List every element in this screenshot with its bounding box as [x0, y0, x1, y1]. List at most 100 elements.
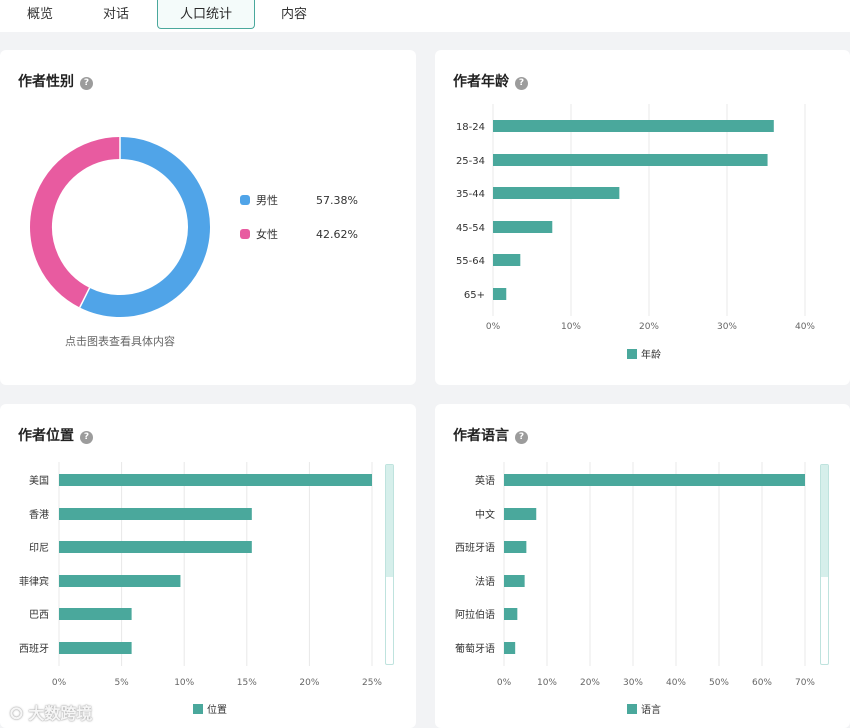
bar-5[interactable] [504, 642, 516, 654]
bar-3[interactable] [493, 221, 553, 233]
x-tick-label: 10% [174, 678, 194, 688]
donut-slice-0[interactable] [79, 137, 210, 317]
age-card-title: 作者年龄? [453, 71, 528, 91]
y-category-label: 美国 [29, 474, 49, 487]
legend-male-label: 男性 [256, 194, 278, 207]
y-category-label: 18-24 [456, 122, 485, 133]
tab-overview[interactable]: 概览 [26, 7, 53, 22]
bar-2[interactable] [493, 187, 620, 199]
y-category-label: 25-34 [456, 156, 485, 167]
y-category-label: 巴西 [29, 609, 49, 621]
donut-slice-1[interactable] [30, 137, 121, 308]
x-tick-label: 30% [717, 322, 737, 332]
age-card: 作者年龄? 0% 10% 20% 30% 40% 18-24 25-34 35-44 45-54… [435, 50, 850, 385]
male-color-icon [240, 195, 250, 205]
gender-card: 作者性别? 男性 57.38% 女性 42.62% 点击图表查看具体内容 [0, 50, 416, 385]
bar-2[interactable] [504, 541, 527, 553]
legend-male[interactable]: 男性 57.38% [240, 193, 358, 209]
bar-5[interactable] [493, 288, 507, 300]
x-tick-label: 15% [237, 678, 257, 688]
y-category-label: 菲律宾 [19, 575, 49, 588]
y-category-label: 65+ [464, 290, 485, 301]
language-legend[interactable]: 语言 [627, 701, 661, 716]
language-scrollbar-thumb[interactable] [821, 465, 828, 577]
bar-3[interactable] [504, 575, 525, 587]
bar-3[interactable] [59, 575, 181, 587]
bar-1[interactable] [59, 508, 252, 520]
female-color-icon [240, 229, 250, 239]
x-tick-label: 40% [666, 678, 686, 688]
language-card: 作者语言? 0% 10% 20% 30% 40% 50% 60% 70% 英语 中文 西班牙语 法语阿… [435, 404, 850, 728]
y-category-label: 英语 [475, 474, 495, 487]
tab-bar: 概览 对话 人口统计 内容 [0, 0, 850, 32]
chart-hint: 点击图表查看具体内容 [65, 335, 175, 348]
donut-separator-1 [79, 287, 91, 308]
language-title-text: 作者语言 [453, 428, 509, 444]
location-card: 作者位置? 0% 5% 10% 15% 20% 25% 美国 香港 印尼 菲律宾 巴西 西班牙 位置 [0, 404, 416, 728]
x-tick-label: 0% [497, 678, 512, 688]
age-legend-label: 年龄 [641, 350, 661, 361]
y-category-label: 55-64 [456, 256, 485, 267]
tab-demographics[interactable]: 人口统计 [157, 0, 255, 29]
help-icon[interactable]: ? [80, 77, 93, 90]
x-tick-label: 0% [52, 678, 67, 688]
age-bar-chart[interactable]: 0% 10% 20% 30% 40% 18-24 25-34 35-44 45-54 55-64 6… [435, 50, 850, 350]
x-tick-label: 50% [709, 678, 729, 688]
bar-4[interactable] [59, 608, 132, 620]
legend-swatch-icon [627, 704, 637, 714]
tab-content[interactable]: 内容 [280, 7, 307, 22]
location-card-title: 作者位置? [18, 425, 93, 445]
legend-female-value: 42.62% [316, 228, 358, 241]
location-scrollbar[interactable] [385, 464, 394, 665]
bar-4[interactable] [504, 608, 518, 620]
x-tick-label: 5% [114, 678, 129, 688]
tab-conversation[interactable]: 对话 [102, 7, 129, 22]
help-icon[interactable]: ? [515, 431, 528, 444]
bar-0[interactable] [59, 474, 372, 486]
language-scrollbar[interactable] [820, 464, 829, 665]
location-legend-label: 位置 [207, 705, 227, 716]
x-tick-label: 20% [639, 322, 659, 332]
help-icon[interactable]: ? [80, 431, 93, 444]
age-legend[interactable]: 年龄 [627, 346, 661, 361]
language-card-title: 作者语言? [453, 425, 528, 445]
x-tick-label: 60% [752, 678, 772, 688]
x-tick-label: 25% [362, 678, 382, 688]
watermark-text: 大数跨境 [28, 704, 93, 723]
location-title-text: 作者位置 [18, 428, 74, 444]
bar-1[interactable] [504, 508, 537, 520]
bar-4[interactable] [493, 254, 521, 266]
y-category-label: 西班牙语 [455, 542, 495, 554]
watermark-logo: ⭘ 大数跨境 [10, 704, 93, 723]
bar-2[interactable] [59, 541, 252, 553]
y-category-label: 香港 [29, 509, 49, 521]
x-tick-label: 10% [537, 678, 557, 688]
y-category-label: 西班牙 [19, 643, 49, 655]
legend-female[interactable]: 女性 42.62% [240, 227, 358, 243]
gender-donut-chart[interactable] [0, 50, 240, 320]
y-category-label: 葡萄牙语 [455, 642, 495, 655]
x-tick-label: 20% [580, 678, 600, 688]
help-icon[interactable]: ? [515, 77, 528, 90]
x-tick-label: 30% [623, 678, 643, 688]
bar-0[interactable] [504, 474, 805, 486]
x-tick-label: 40% [795, 322, 815, 332]
legend-swatch-icon [193, 704, 203, 714]
y-category-label: 45-54 [456, 223, 485, 234]
location-legend[interactable]: 位置 [193, 701, 227, 716]
x-tick-label: 10% [561, 322, 581, 332]
y-category-label: 印尼 [29, 542, 49, 554]
x-tick-label: 0% [486, 322, 501, 332]
age-title-text: 作者年龄 [453, 74, 509, 90]
legend-swatch-icon [627, 349, 637, 359]
bar-1[interactable] [493, 154, 768, 166]
y-category-label: 法语 [475, 575, 495, 588]
bar-5[interactable] [59, 642, 132, 654]
gender-card-title: 作者性别? [18, 71, 93, 91]
location-scrollbar-thumb[interactable] [386, 465, 393, 577]
language-bar-chart[interactable]: 0% 10% 20% 30% 40% 50% 60% 70% 英语中文西班牙语法语阿拉伯语葡萄牙… [435, 404, 850, 704]
bar-0[interactable] [493, 120, 774, 132]
language-legend-label: 语言 [641, 705, 661, 716]
y-category-label: 阿拉伯语 [455, 608, 495, 621]
